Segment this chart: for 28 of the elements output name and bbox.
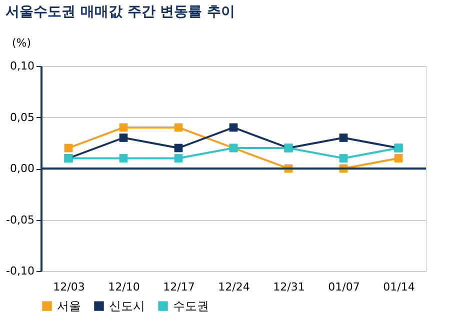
legend-label: 신도시 bbox=[109, 299, 145, 314]
y-tick-label: 0,05 bbox=[10, 110, 34, 124]
legend-label: 서울 bbox=[57, 299, 81, 314]
x-tick-label: 12/17 bbox=[163, 280, 195, 294]
legend-label: 수도권 bbox=[173, 299, 209, 314]
y-axis-title: (%) bbox=[12, 36, 32, 50]
y-tick-label: 0,10 bbox=[10, 60, 34, 72]
point bbox=[339, 134, 348, 142]
chart-title: 서울수도권 매매값 주간 변동률 추이 bbox=[6, 4, 236, 20]
point bbox=[229, 123, 238, 132]
point bbox=[394, 154, 403, 162]
point bbox=[174, 154, 183, 162]
x-tick-label: 12/03 bbox=[53, 280, 85, 294]
point bbox=[339, 154, 348, 162]
x-tick-label: 12/24 bbox=[218, 280, 250, 294]
point bbox=[119, 154, 128, 162]
point bbox=[119, 134, 128, 142]
x-tick-label: 12/31 bbox=[273, 280, 305, 294]
x-tick-label: 01/07 bbox=[328, 280, 360, 294]
point bbox=[174, 144, 183, 152]
point bbox=[174, 123, 183, 132]
y-tick-label: -0,05 bbox=[6, 213, 34, 226]
point bbox=[119, 123, 128, 132]
x-tick-label: 12/10 bbox=[108, 280, 140, 294]
y-tick-label: 0,00 bbox=[10, 162, 34, 175]
x-tick-label: 01/14 bbox=[383, 280, 415, 294]
point bbox=[64, 144, 73, 152]
y-tick-label: -0,10 bbox=[6, 264, 34, 278]
